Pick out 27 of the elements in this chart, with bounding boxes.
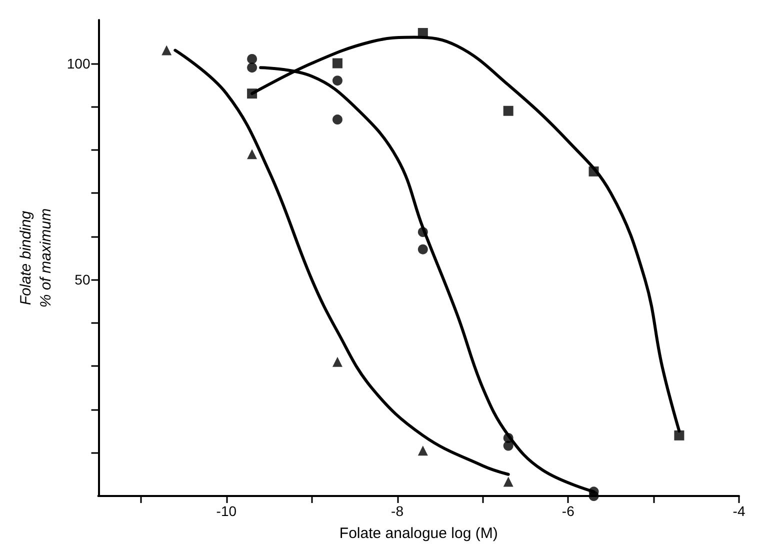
point: [418, 28, 428, 38]
point: [332, 76, 342, 86]
point: [332, 114, 342, 125]
x-tick-label: -8: [391, 503, 404, 519]
point: [674, 430, 684, 440]
point: [503, 476, 514, 487]
point: [162, 45, 172, 56]
y-tick-label: 100: [66, 55, 90, 72]
y-tick-label: 50: [74, 272, 90, 288]
point: [247, 88, 258, 99]
point: [247, 54, 258, 64]
point: [588, 166, 599, 176]
x-tick-label: -6: [562, 503, 575, 519]
point: [503, 440, 514, 451]
point: [332, 58, 342, 68]
point: [247, 149, 258, 160]
x-tick-label: -10: [216, 503, 237, 519]
point: [418, 244, 428, 254]
point: [418, 446, 428, 456]
point: [503, 106, 514, 116]
point: [418, 227, 428, 238]
y-axis-title: Folate binding % of maximum: [18, 208, 54, 308]
point: [247, 62, 258, 73]
point: [332, 356, 342, 367]
x-tick-label: -4: [732, 503, 746, 519]
point: [588, 491, 599, 501]
x-axis-title: Folate analogue log (M): [339, 525, 498, 542]
